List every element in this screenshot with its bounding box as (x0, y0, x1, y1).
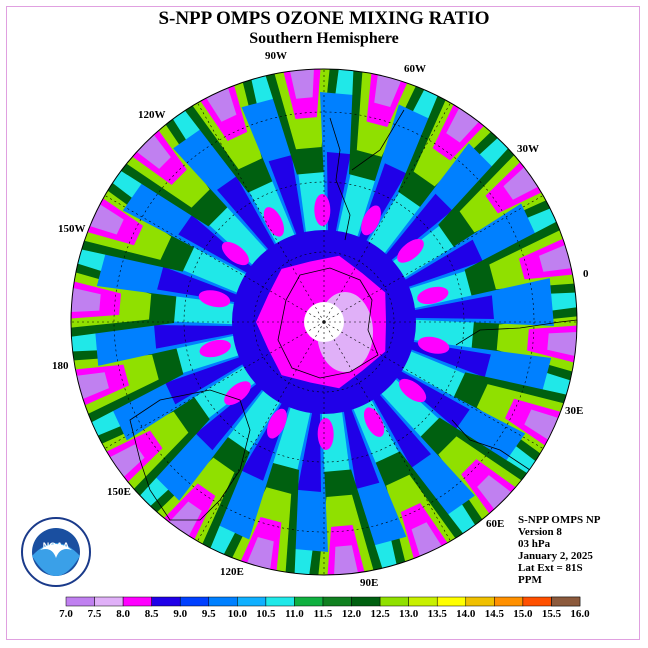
ray-band-purple (547, 329, 577, 367)
lon-label-90e: 90E (360, 577, 379, 589)
australia-coast (129, 389, 251, 521)
tongue-band-deep-blue (413, 295, 494, 320)
meridian-line (323, 321, 455, 548)
tongue-band-deep-blue (372, 393, 431, 468)
inner-lobe (267, 408, 287, 439)
inner-lobe (221, 241, 249, 266)
inner-lobe (397, 238, 424, 263)
inner-lobe (417, 286, 449, 305)
ray-band-purple (71, 277, 101, 315)
ray-band-purple (279, 69, 317, 99)
noaa-logo-icon: NOAA (21, 517, 91, 587)
ray-band-purple (539, 226, 577, 272)
info-block: S-NPP OMPS NP Version 8 03 hPa January 2… (518, 514, 601, 586)
lon-label-120w: 120W (138, 109, 166, 121)
tongue-band-deep-blue (165, 356, 245, 405)
tongue-band-deep-blue (384, 193, 453, 262)
info-units: PPM (518, 574, 542, 586)
lon-label-0: 0 (583, 268, 589, 280)
logo-text: NOAA (43, 541, 70, 551)
meridian-line (98, 191, 325, 323)
tongue-band-deep-blue (297, 411, 322, 492)
lon-label-150e: 150E (107, 486, 131, 498)
antarctica-coast (277, 267, 379, 379)
inner-lobes (198, 194, 450, 450)
inner-lobe (363, 407, 385, 437)
tongue-band-deep-blue (195, 382, 264, 451)
meridian-line (193, 96, 325, 323)
inner-lobe (417, 336, 450, 354)
inner-lobe (224, 381, 251, 406)
lon-label-120e: 120E (220, 566, 244, 578)
tongue-band-deep-blue (326, 152, 351, 233)
ray-band-purple (228, 537, 274, 575)
ray-band-purple (331, 545, 369, 575)
inner-lobe (199, 339, 231, 358)
lon-label-60e: 60E (486, 518, 505, 530)
lon-label-180: 180 (52, 360, 69, 372)
tongue-band-deep-blue (268, 155, 305, 237)
map-title: S-NPP OMPS OZONE MIXING RATIO (158, 8, 490, 29)
meridian-line (323, 321, 550, 453)
lon-label-150w: 150W (58, 223, 86, 235)
inner-lobe (399, 378, 427, 403)
lon-label-30w: 30W (517, 143, 539, 155)
inner-lobe (361, 205, 381, 236)
inner-lobe (314, 194, 331, 227)
map-subtitle: Southern Hemisphere (249, 30, 399, 47)
ray-band-purple (71, 372, 109, 418)
south-america-coast (329, 109, 405, 241)
meridian-line (98, 321, 325, 453)
graticule (71, 69, 577, 575)
lon-label-90w: 90W (265, 50, 287, 62)
tongue-band-deep-blue (403, 239, 483, 288)
figure-frame (6, 6, 640, 640)
tongue-band-deep-blue (343, 407, 380, 489)
inner-lobe (198, 290, 231, 308)
inner-lobe (263, 207, 285, 237)
tongue-band-deep-blue (217, 176, 276, 251)
meridian-line (193, 321, 325, 548)
map-border (70, 68, 578, 576)
lon-label-30e: 30E (565, 405, 584, 417)
info-instrument: S-NPP OMPS NP (518, 514, 601, 526)
info-date: January 2, 2025 (518, 550, 593, 562)
info-pressure: 03 hPa (518, 538, 551, 550)
ray-band-purple (374, 69, 420, 107)
info-version: Version 8 (518, 526, 562, 538)
africa-coast (451, 319, 577, 471)
lon-label-60w: 60W (404, 63, 426, 75)
tongue-band-deep-blue (154, 324, 235, 349)
meridian-line (323, 96, 455, 323)
meridian-line (323, 191, 550, 323)
inner-lobe (317, 417, 334, 450)
info-lat-extent: Lat Ext = 81S (518, 562, 583, 574)
